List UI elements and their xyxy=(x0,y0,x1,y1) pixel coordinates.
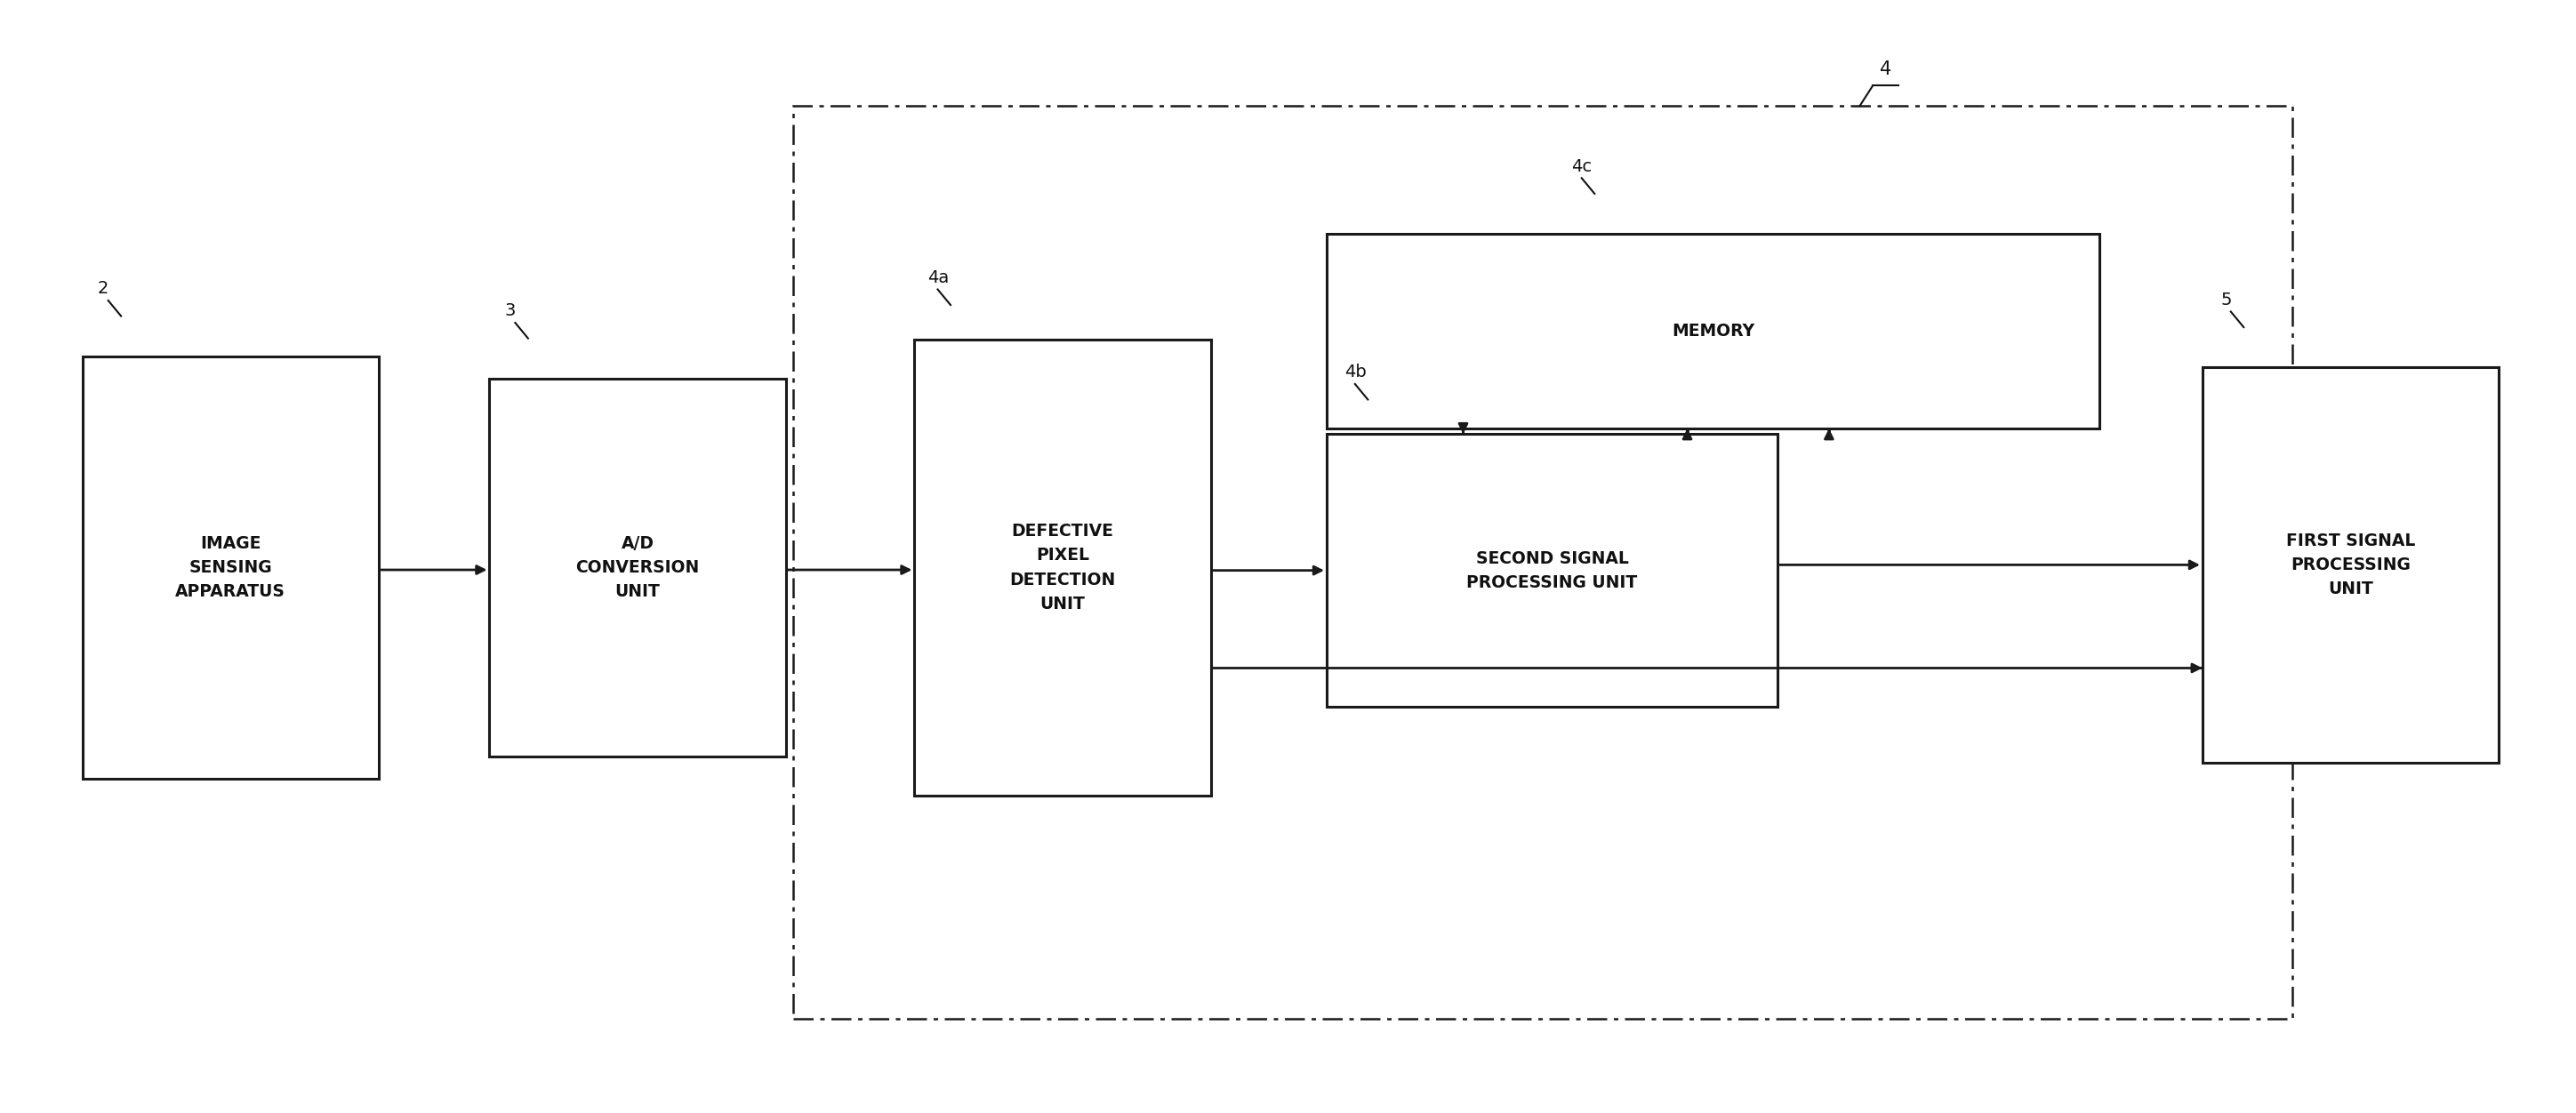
Bar xyxy=(914,339,1211,796)
Bar xyxy=(1327,234,2099,429)
Text: MEMORY: MEMORY xyxy=(1672,323,1754,339)
Text: 4b: 4b xyxy=(1345,364,1368,381)
Text: 4c: 4c xyxy=(1571,158,1592,175)
Bar xyxy=(1327,434,1777,707)
Text: 2: 2 xyxy=(98,280,108,297)
Text: 3: 3 xyxy=(505,303,515,319)
Text: 4: 4 xyxy=(1880,60,1891,78)
Text: SECOND SIGNAL
PROCESSING UNIT: SECOND SIGNAL PROCESSING UNIT xyxy=(1466,550,1638,591)
Bar xyxy=(489,378,786,757)
Bar xyxy=(793,106,2293,1018)
Text: A/D
CONVERSION
UNIT: A/D CONVERSION UNIT xyxy=(574,535,701,600)
Text: DEFECTIVE
PIXEL
DETECTION
UNIT: DEFECTIVE PIXEL DETECTION UNIT xyxy=(1010,523,1115,612)
Text: 4a: 4a xyxy=(927,269,948,286)
Text: FIRST SIGNAL
PROCESSING
UNIT: FIRST SIGNAL PROCESSING UNIT xyxy=(2285,532,2416,598)
Bar xyxy=(2202,367,2499,762)
Bar xyxy=(82,356,379,779)
Text: IMAGE
SENSING
APPARATUS: IMAGE SENSING APPARATUS xyxy=(175,535,286,600)
Text: 5: 5 xyxy=(2221,292,2231,308)
